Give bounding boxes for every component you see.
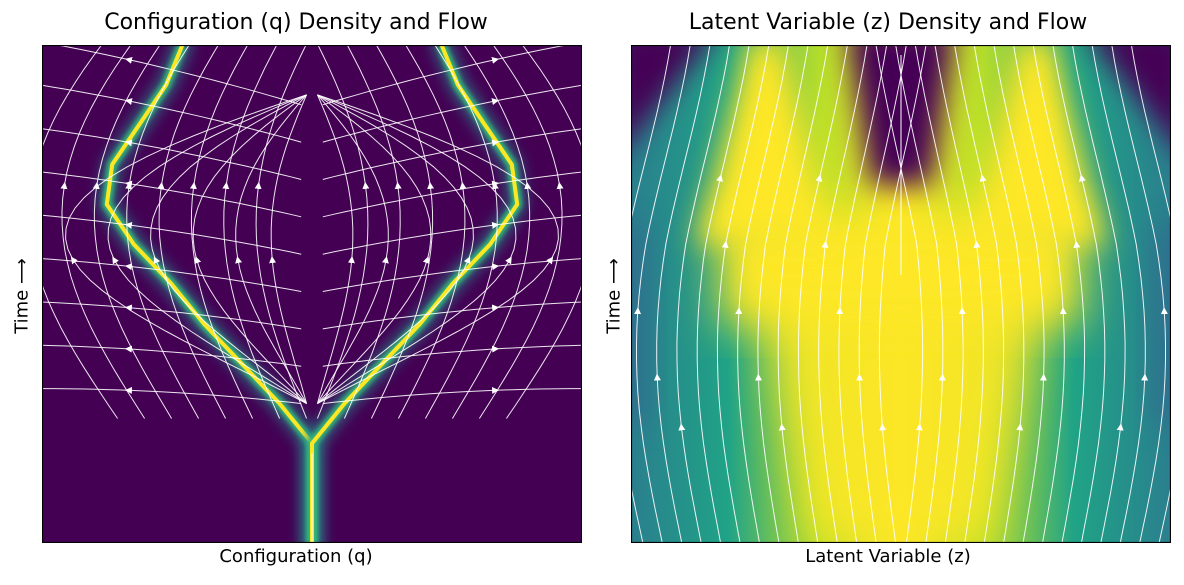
right-lobe-0	[696, 45, 836, 245]
left-density-branches	[95, 45, 529, 543]
left-streamline-17	[370, 45, 434, 419]
right-streamline-19	[1052, 45, 1106, 543]
left-y-axis-label: Time ⟶	[11, 258, 33, 334]
right-streamline-15	[1013, 45, 1065, 543]
left-streamline-16	[190, 45, 254, 419]
left-streamline-31	[322, 344, 582, 367]
right-streamline-7	[934, 45, 984, 543]
left-streamline-5	[192, 94, 307, 404]
left-streamline-42	[42, 84, 302, 143]
left-streamline-10	[317, 94, 559, 405]
left-streamline-30	[42, 344, 302, 367]
left-streamline-41	[322, 128, 582, 180]
left-streamline-43	[322, 84, 582, 143]
right-streamlines	[631, 45, 1171, 543]
right-streamline-10	[777, 45, 829, 543]
left-streamline-4	[317, 94, 432, 404]
left-streamline-23	[451, 45, 531, 419]
right-streamline-8	[797, 45, 848, 543]
right-heatmap-plot	[631, 45, 1171, 543]
left-streamline-1	[270, 94, 308, 404]
left-streamline-38	[42, 171, 302, 218]
right-streamline-27	[1130, 45, 1171, 543]
right-streamline-6	[818, 45, 868, 543]
left-streamline-14	[223, 45, 281, 419]
left-streamline-37	[322, 214, 582, 255]
left-heatmap-plot	[42, 45, 582, 543]
left-streamline-34	[42, 258, 302, 292]
right-lobe-1	[966, 45, 1106, 245]
left-plot-frame	[42, 45, 582, 543]
right-streamline-23	[1091, 45, 1146, 543]
right-streamline-4	[838, 45, 888, 543]
right-streamline-11	[973, 45, 1025, 543]
left-streamline-15	[343, 45, 401, 419]
left-streamline-0	[316, 94, 354, 404]
right-streamline-18	[696, 45, 750, 543]
right-streamline-1	[875, 45, 924, 543]
left-streamline-29	[322, 388, 582, 405]
right-streamline-22	[656, 45, 711, 543]
right-streamline-12	[757, 45, 809, 543]
left-streamline-7	[150, 94, 307, 404]
left-streamline-44	[55, 45, 302, 106]
left-streamline-39	[322, 171, 582, 218]
right-streamline-5	[914, 45, 964, 543]
left-streamline-35	[322, 258, 582, 292]
left-streamline-13	[316, 45, 369, 419]
right-chart-title: Latent Variable (z) Density and Flow	[688, 10, 1088, 35]
right-streamline-2	[858, 45, 907, 543]
right-streamline-0	[878, 45, 927, 543]
right-streamline-20	[676, 45, 730, 543]
right-streamline-24	[636, 45, 691, 543]
left-streamline-36	[42, 214, 302, 255]
right-x-axis-label: Latent Variable (z)	[805, 546, 971, 567]
left-x-axis-label: Configuration (q)	[219, 546, 373, 567]
left-streamline-12	[255, 45, 308, 419]
right-top-right-dark	[1096, 45, 1171, 140]
left-streamline-32	[42, 301, 302, 330]
left-streamline-22	[93, 45, 173, 419]
left-streamline-27	[505, 45, 582, 419]
right-streamline-13	[993, 45, 1045, 543]
left-streamline-28	[42, 388, 302, 405]
left-streamline-33	[322, 301, 582, 330]
left-chart-panel: Configuration (q) Density and Flow Time …	[11, 10, 582, 567]
right-density-field	[631, 45, 1171, 543]
left-streamline-26	[42, 45, 119, 419]
right-chart-panel: Latent Variable (z) Density and Flow Tim…	[592, 0, 1184, 585]
right-streamline-17	[1032, 45, 1086, 543]
right-streamline-25	[1111, 45, 1166, 543]
right-streamline-3	[895, 45, 944, 543]
right-edge-left	[631, 225, 651, 425]
right-streamline-21	[1072, 45, 1126, 543]
right-edge-right	[1151, 225, 1171, 425]
left-streamlines	[42, 45, 582, 543]
right-streamline-9	[954, 45, 1005, 543]
right-streamline-16	[716, 45, 770, 543]
left-chart-title: Configuration (q) Density and Flow	[104, 10, 488, 35]
right-streamline-26	[631, 45, 672, 543]
left-streamline-6	[317, 94, 474, 404]
left-streamline-8	[317, 94, 517, 405]
right-streamline-14	[737, 45, 789, 543]
left-streamline-40	[42, 128, 302, 180]
left-streamline-9	[107, 94, 307, 405]
right-y-axis-label: Time ⟶	[603, 258, 625, 334]
left-branch-core-1	[310, 45, 520, 543]
left-streamline-11	[65, 94, 307, 405]
right-plot-frame	[631, 45, 1171, 543]
left-streamline-45	[322, 45, 569, 106]
